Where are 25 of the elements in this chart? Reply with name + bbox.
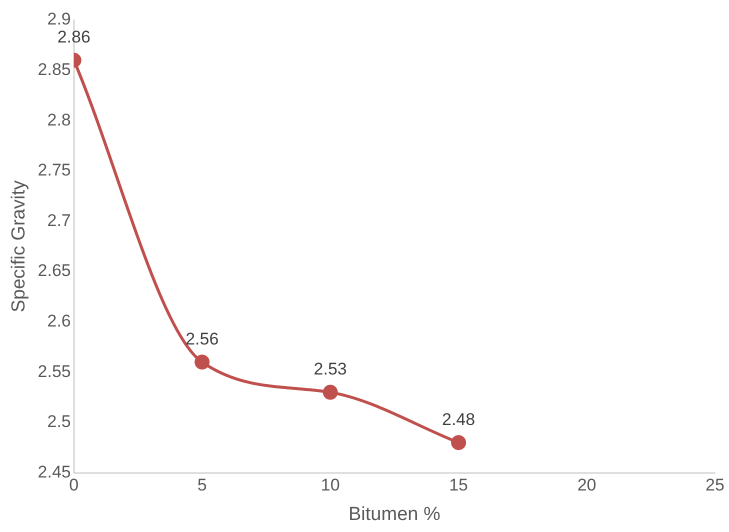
data-label: 2.48: [442, 410, 476, 429]
y-tick-label: 2.9: [47, 10, 71, 29]
x-tick-label: 25: [706, 476, 724, 495]
data-label: 2.86: [57, 27, 90, 46]
y-tick-label: 2.55: [38, 362, 71, 381]
x-tick-label: 15: [449, 476, 468, 495]
y-tick-label: 2.75: [38, 160, 71, 180]
x-tick-label: 10: [320, 476, 340, 495]
y-tick-label: 2.85: [38, 60, 71, 79]
y-tick-label: 2.6: [47, 312, 71, 331]
y-tick-label: 2.8: [47, 110, 71, 130]
point: [322, 384, 338, 400]
y-tick-label: 2.45: [38, 462, 71, 482]
x-tick-label: 20: [577, 476, 596, 495]
x-tick-label: 0: [69, 476, 79, 495]
y-tick-label: 2.7: [47, 210, 71, 230]
y-tick-label: 2.65: [38, 261, 71, 280]
y-axis-title: Specific Gravity: [8, 180, 30, 312]
x-tick-label: 5: [197, 476, 207, 495]
data-label: 2.53: [314, 359, 347, 378]
x-axis-title: Bitumen %: [348, 504, 440, 525]
data-label: 2.56: [186, 329, 219, 348]
y-tick-label: 2.5: [47, 412, 71, 432]
point: [451, 435, 466, 450]
point: [194, 354, 210, 370]
